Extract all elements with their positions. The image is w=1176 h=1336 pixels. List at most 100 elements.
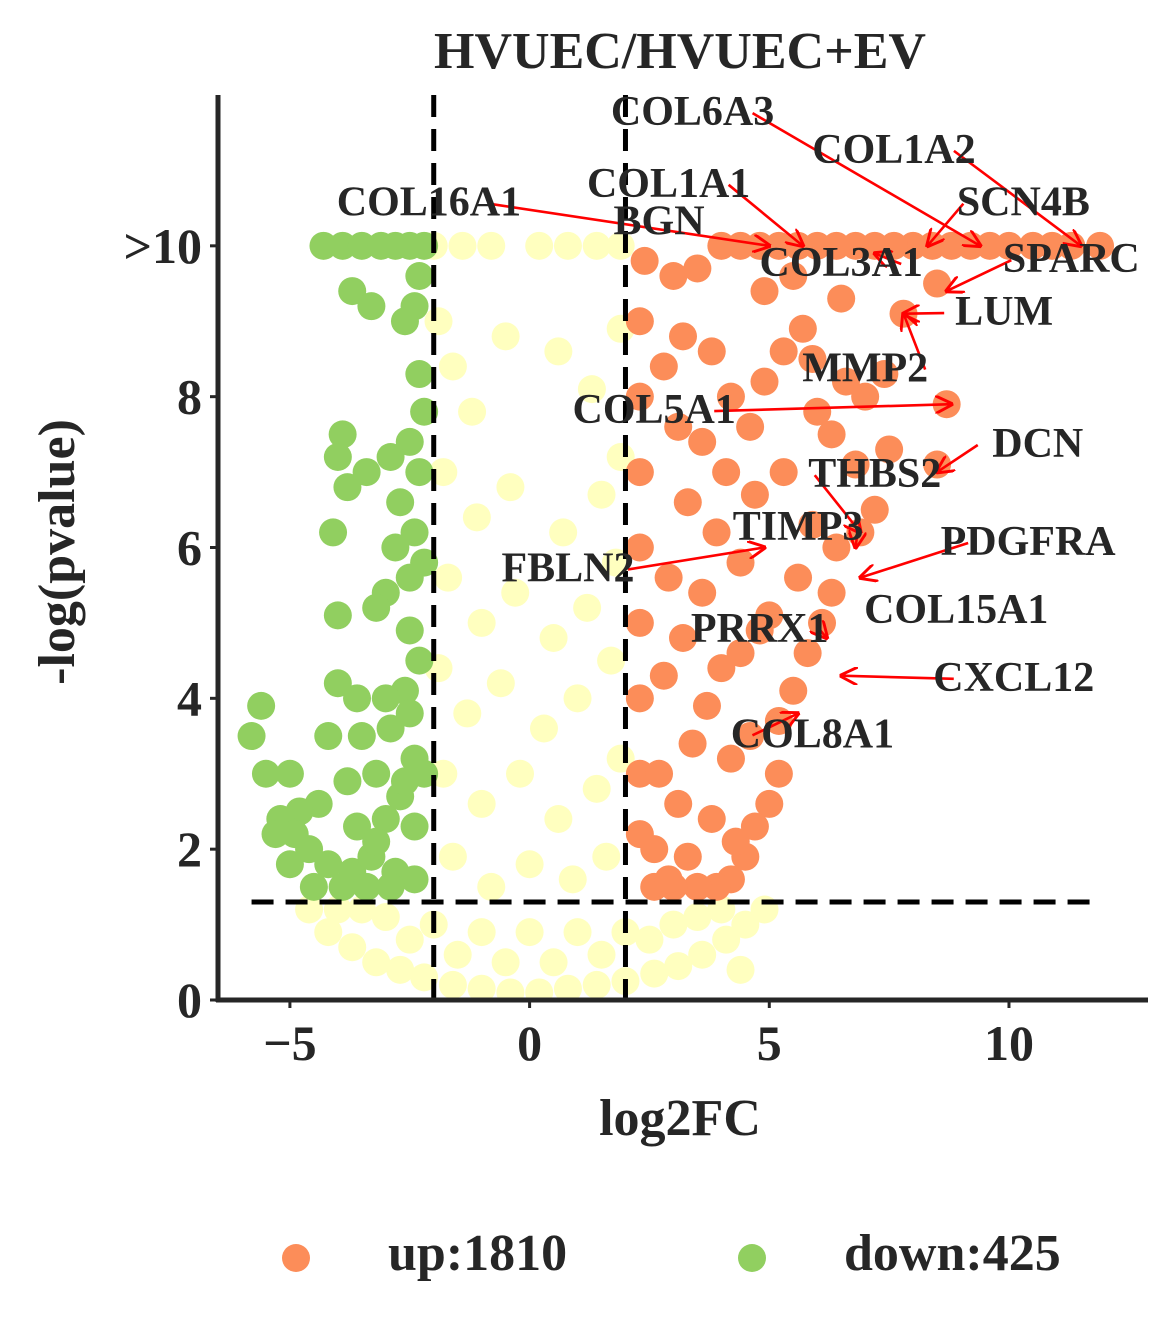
up-point-64: [625, 533, 654, 562]
down-point-61: [376, 872, 405, 901]
ns-point-57: [664, 952, 693, 981]
down-point-16: [352, 458, 381, 487]
ns-point-11: [544, 337, 573, 366]
up-point-61: [625, 759, 654, 788]
ns-point-39: [477, 872, 506, 901]
ns-point-27: [453, 699, 482, 728]
up-point-90: [664, 789, 693, 818]
ns-point-17: [549, 518, 578, 547]
up-point-32: [875, 435, 904, 464]
ns-point-72: [395, 925, 424, 954]
down-point-60: [352, 872, 381, 901]
ns-point-22: [501, 578, 530, 607]
up-point-99: [740, 480, 769, 509]
down-point-19: [333, 473, 362, 502]
down-point-57: [275, 850, 304, 879]
chart-title: HVUEC/HVUEC+EV: [434, 23, 926, 80]
ns-point-34: [506, 759, 535, 788]
ns-point-79: [726, 955, 755, 984]
up-point-71: [669, 322, 697, 351]
ns-point-40: [515, 850, 544, 879]
down-point-39: [362, 759, 391, 788]
up-point-82: [654, 563, 683, 592]
down-point-36: [347, 722, 376, 751]
ns-point-42: [592, 842, 621, 871]
annotation-arrow-fbln2: [627, 548, 765, 571]
ns-point-12: [577, 375, 606, 404]
ns-point-65: [467, 918, 496, 947]
ns-point-50: [467, 974, 496, 1002]
up-point-12: [841, 231, 870, 260]
up-point-96: [736, 412, 765, 441]
legend-label-up: up:1810: [388, 1225, 567, 1282]
up-point-81: [688, 578, 717, 607]
up-point-57: [683, 872, 712, 901]
ns-point-60: [731, 910, 760, 939]
up-point-77: [649, 352, 678, 381]
x-tick-label-3: 10: [984, 1015, 1034, 1071]
y-axis-title: -log(pvalue): [29, 419, 86, 685]
ns-point-29: [529, 714, 558, 743]
down-point-59: [328, 872, 357, 901]
up-point-14: [803, 231, 832, 260]
up-point-92: [721, 827, 750, 856]
ns-point-75: [539, 948, 568, 977]
ns-point-14: [429, 458, 458, 487]
gene-label-lum: LUM: [955, 289, 1053, 335]
x-axis-title: log2FC: [599, 1090, 761, 1147]
ns-point-54: [582, 970, 611, 999]
annotation-arrow-mmp2: [904, 314, 927, 371]
annotation-arrow-col1a2: [953, 149, 1081, 246]
up-point-86: [649, 661, 678, 690]
up-point-20: [923, 269, 952, 298]
ns-point-76: [587, 940, 616, 969]
down-point-14: [395, 427, 424, 456]
up-point-0: [1086, 231, 1115, 260]
annotation-arrow-col6a3: [751, 112, 981, 246]
down-point-47: [251, 759, 280, 788]
x-tick-label-2: 5: [757, 1015, 782, 1071]
down-point-20: [386, 488, 415, 517]
down-point-9: [338, 277, 367, 306]
ns-point-15: [462, 503, 491, 532]
down-point-40: [333, 767, 362, 796]
annotation-arrow-col5a1: [714, 404, 951, 411]
ns-point-25: [601, 548, 630, 577]
down-point-66: [261, 820, 290, 849]
ns-point-38: [438, 842, 467, 871]
down-point-15: [376, 443, 405, 471]
down-point-13: [410, 397, 439, 426]
down-point-27: [323, 601, 352, 630]
annotation-arrow-cxcl12: [841, 676, 954, 679]
up-point-85: [692, 691, 721, 720]
down-point-65: [280, 820, 309, 849]
annotation-arrow-timp3: [856, 527, 858, 548]
legend-marker-up: [282, 1244, 310, 1272]
ns-point-28: [486, 669, 515, 698]
up-point-34: [817, 420, 846, 449]
up-point-89: [645, 759, 674, 788]
down-point-24: [381, 533, 410, 562]
up-point-49: [726, 639, 755, 668]
ns-point-58: [688, 940, 717, 969]
ns-point-44: [314, 918, 343, 947]
annotation-arrow-scn4b: [927, 202, 965, 246]
down-point-56: [400, 865, 429, 894]
ns-point-5: [582, 231, 611, 260]
ns-point-9: [458, 397, 487, 426]
down-point-50: [275, 759, 304, 788]
down-point-21: [400, 518, 429, 547]
gene-label-pdgfra: PDGFRA: [941, 519, 1117, 565]
ns-point-53: [553, 974, 582, 1002]
up-point-53: [740, 812, 769, 841]
up-point-93: [640, 835, 669, 864]
ns-point-16: [496, 473, 525, 502]
up-point-35: [803, 397, 832, 426]
x-tick-label-1: 0: [517, 1015, 542, 1071]
ns-point-52: [525, 978, 554, 1002]
up-point-24: [750, 277, 779, 306]
y-tick-label-5: >10: [124, 218, 203, 274]
ns-point-77: [635, 925, 664, 954]
up-point-76: [664, 412, 693, 441]
gene-label-col15a1: COL15A1: [864, 587, 1048, 633]
